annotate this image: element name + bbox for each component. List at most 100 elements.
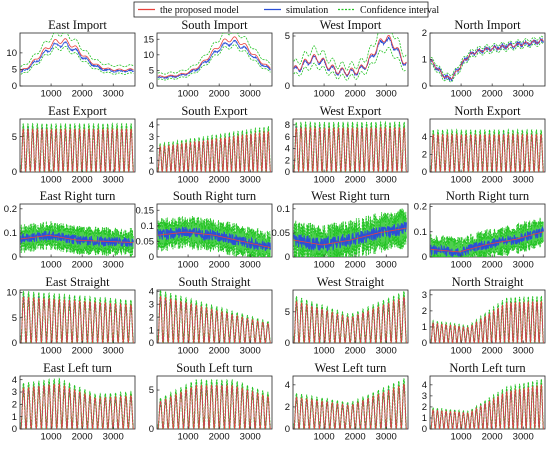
panel-north-straight: 1000 2000 3000 0 1 2 3 North Straight [422,275,546,357]
panel-west-import: 1000 2000 3000 0 5 West Import [285,18,409,100]
south-straight-ytick-label-1: 1 [149,325,154,336]
west-straight-title: West Straight [317,275,385,289]
north-right-turn-xtick-label-1000: 1000 [451,260,472,271]
north-left-turn-model-line [430,384,544,429]
south-left-turn-ytick-label-5: 5 [149,385,154,396]
north-import-ytick-label-0: 0 [422,81,427,92]
south-export-plot-area [157,125,271,172]
panel-west-straight: 1000 2000 3000 0 5 West Straight [285,275,409,357]
east-right-turn-confidence-upper [20,221,134,239]
south-straight-confidence-upper [157,290,271,342]
north-import-xtick-label-3000: 3000 [513,89,534,100]
south-import-ytick-label-10: 10 [143,50,154,61]
north-straight-xtick-label-1000: 1000 [451,346,472,357]
west-left-turn-plot-area [293,378,407,429]
south-import-axes-frame [156,32,273,87]
south-export-xtick-label-1000: 1000 [178,175,199,186]
east-import-ytick-label-0: 0 [12,81,17,92]
east-export-xtick-label-2000: 2000 [72,175,93,186]
west-export-confidence-upper [293,120,407,167]
north-export-xtick-label-2000: 2000 [482,175,503,186]
panel-south-right-turn: 1000 2000 3000 0 0.05 0.1 0.15 South Right turn [136,189,273,271]
south-export-ytick-label-2: 2 [149,144,154,155]
east-right-turn-ytick-label-0: 0 [12,252,17,263]
north-export-title: North Export [454,104,521,118]
legend-label-confidence: Confidence interval [360,5,439,16]
north-import-xtick-label-2000: 2000 [482,89,503,100]
south-left-turn-ytick-label-0: 0 [149,424,154,435]
west-export-xtick-label-1000: 1000 [314,175,335,186]
west-import-ytick-label-5: 5 [285,31,290,42]
east-export-confidence-upper [20,122,134,168]
west-right-turn-model-line [293,227,407,246]
south-import-ytick-label-15: 15 [143,34,154,45]
east-right-turn-xtick-label-3000: 3000 [103,260,124,271]
south-export-model-line [157,130,271,172]
panel-east-export: 1000 2000 3000 0 5 East Export [12,104,136,186]
south-right-turn-confidence-lower [157,236,271,257]
north-left-turn-title: North Left turn [449,361,526,375]
south-right-turn-ytick-label-0.15: 0.15 [136,205,155,216]
west-import-title: West Import [320,18,382,32]
north-export-plot-area [430,128,544,172]
east-left-turn-ytick-label-2: 2 [12,400,17,411]
north-right-turn-xtick-label-3000: 3000 [513,260,534,271]
south-straight-xtick-label-1000: 1000 [178,346,199,357]
south-straight-ytick-label-3: 3 [149,299,154,310]
west-right-turn-ytick-label-0.1: 0.1 [277,204,290,215]
north-export-ytick-label-2: 2 [422,150,427,161]
north-export-confidence-upper [430,128,544,169]
west-import-ytick-label-0: 0 [285,81,290,92]
north-import-ytick-label-2: 2 [422,28,427,39]
east-left-turn-ytick-label-0: 0 [12,424,17,435]
north-left-turn-ytick-label-3: 3 [422,391,427,402]
north-export-model-line [430,132,544,172]
south-export-ytick-label-1: 1 [149,155,154,166]
west-export-model-line [293,126,407,172]
east-left-turn-plot-area [20,377,134,429]
south-import-simulation-line [157,39,271,80]
west-right-turn-plot-area [293,208,407,257]
south-import-confidence-lower [157,44,271,81]
south-straight-xtick-label-2000: 2000 [209,346,230,357]
north-right-turn-model-line [430,231,544,253]
south-import-ytick-label-0: 0 [149,81,154,92]
north-left-turn-xtick-label-3000: 3000 [513,432,534,443]
east-straight-xtick-label-2000: 2000 [72,346,93,357]
west-export-ytick-label-0: 0 [285,167,290,178]
north-export-ytick-label-0: 0 [422,167,427,178]
panel-west-right-turn: 1000 2000 3000 0 0.05 0.1 West Right turn [272,189,409,271]
west-left-turn-ytick-label-2: 2 [285,402,290,413]
south-import-xtick-label-1000: 1000 [178,89,199,100]
east-left-turn-xtick-label-3000: 3000 [103,432,124,443]
north-right-turn-ytick-label-0.1: 0.1 [414,227,427,238]
south-straight-plot-area [157,290,271,343]
panel-east-left-turn: 1000 2000 3000 012 34 East Left turn [12,361,136,443]
north-export-xtick-label-1000: 1000 [451,175,472,186]
east-straight-plot-area [20,290,134,343]
east-export-title: East Export [48,104,107,118]
west-export-title: West Export [320,104,382,118]
east-straight-ytick-label-10: 10 [6,288,17,299]
north-import-axes-frame [429,32,546,87]
east-import-xtick-label-2000: 2000 [72,89,93,100]
west-straight-model-line [293,296,407,343]
north-straight-model-line [430,300,544,343]
north-import-plot-area [430,35,544,83]
east-export-xtick-label-1000: 1000 [41,175,62,186]
east-export-model-line [20,127,134,172]
north-right-turn-plot-area [430,217,544,257]
east-import-confidence-lower [20,46,134,75]
panel-south-import: 1000 2000 3000 0 5 10 15 South Import [143,18,273,100]
east-import-xtick-label-3000: 3000 [103,89,124,100]
south-left-turn-xtick-label-1000: 1000 [178,432,199,443]
east-right-turn-ytick-label-0.1: 0.1 [4,228,17,239]
south-import-plot-area [157,33,271,81]
west-straight-xtick-label-1000: 1000 [314,346,335,357]
north-right-turn-confidence-upper [430,217,544,248]
east-right-turn-title: East Right turn [40,189,116,203]
south-right-turn-simulation-line [157,226,271,252]
north-import-confidence-lower [430,42,544,83]
